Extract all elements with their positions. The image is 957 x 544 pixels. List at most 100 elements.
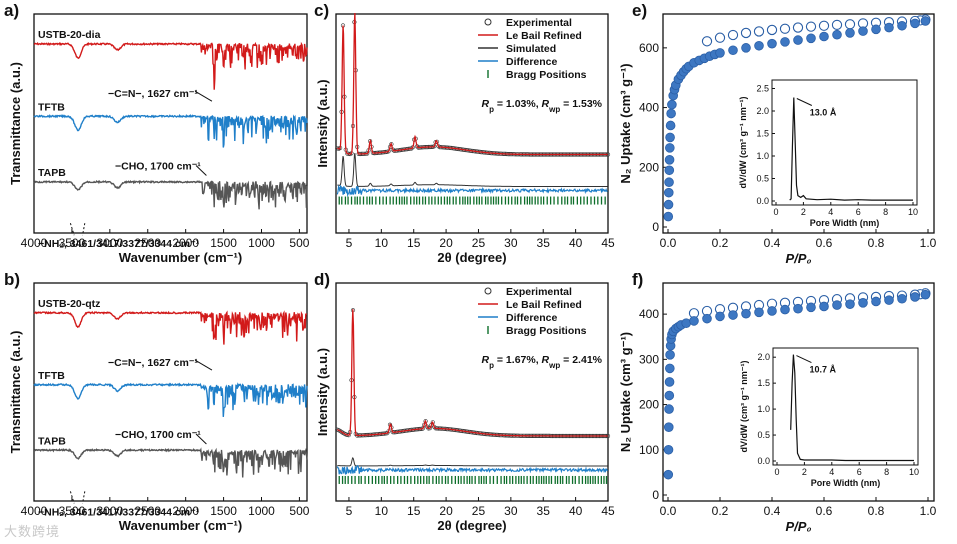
inset-x-tick-label: 8 bbox=[883, 207, 888, 217]
adsorption-point bbox=[920, 16, 931, 26]
x-tick-label: 40 bbox=[569, 504, 583, 518]
inset-y-tick-label: 1.5 bbox=[756, 129, 769, 139]
adsorption-point bbox=[664, 155, 675, 165]
inset-peak-label: 10.7 Å bbox=[809, 365, 836, 375]
adsorption-point bbox=[666, 108, 676, 119]
desorption-point bbox=[740, 27, 752, 39]
adsorption-point bbox=[884, 22, 894, 33]
desorption-point bbox=[714, 32, 726, 43]
y-tick-label: 200 bbox=[639, 160, 659, 174]
panel-label: d) bbox=[314, 270, 330, 289]
series-label: TAPB bbox=[38, 435, 66, 447]
x-tick-label: 2500 bbox=[134, 504, 161, 518]
iso-frame-f bbox=[662, 282, 935, 502]
adsorption-point bbox=[741, 43, 751, 53]
x-tick-label: 45 bbox=[601, 236, 615, 250]
series-label: TFTB bbox=[38, 102, 65, 114]
adsorption-point bbox=[910, 292, 920, 302]
inset-y-tick-label: 1.5 bbox=[757, 378, 770, 388]
inset-y-tick-label: 1.0 bbox=[757, 404, 770, 414]
y-axis-label: N₂ Uptake (cm³ g⁻¹) bbox=[618, 63, 633, 183]
adsorption-point bbox=[897, 20, 907, 31]
x-axis-label: Wavenumber (cm⁻¹) bbox=[119, 250, 242, 265]
adsorption-point bbox=[858, 298, 868, 308]
adsorption-point bbox=[664, 377, 675, 387]
adsorption-point bbox=[819, 31, 829, 42]
legend-label: Experimental bbox=[506, 17, 572, 29]
x-axis-label: P/P₀ bbox=[785, 519, 811, 534]
simulated-line bbox=[337, 456, 608, 467]
x-tick-label: 1500 bbox=[210, 504, 237, 518]
simulated-line bbox=[337, 152, 608, 187]
x-tick-label: 10 bbox=[375, 504, 389, 518]
legend-label: Le Bail Refined bbox=[506, 299, 582, 311]
adsorption-point bbox=[663, 199, 674, 210]
inset-x-tick-label: 4 bbox=[829, 467, 834, 477]
x-tick-label: 1.0 bbox=[920, 236, 937, 250]
series-line-TAPB bbox=[33, 179, 308, 210]
y-axis-label: Intensity (a.u.) bbox=[315, 79, 330, 167]
annotation-arrow bbox=[194, 359, 213, 371]
y-tick-label: 200 bbox=[639, 398, 659, 412]
adsorption-point bbox=[728, 310, 738, 320]
x-tick-label: 0.0 bbox=[660, 236, 677, 250]
inset-x-tick-label: 6 bbox=[857, 467, 862, 477]
adsorption-point bbox=[920, 289, 931, 300]
adsorption-point bbox=[845, 299, 855, 309]
x-tick-label: 1500 bbox=[210, 236, 237, 250]
y-tick-label: 300 bbox=[639, 352, 659, 366]
desorption-point bbox=[844, 19, 856, 30]
ir-frame-a bbox=[33, 13, 308, 234]
inset-x-tick-label: 0 bbox=[773, 207, 778, 217]
adsorption-point bbox=[845, 28, 855, 38]
refinement-stats: Rp = 1.03%, Rwp = 1.53% bbox=[481, 98, 602, 114]
x-tick-label: 4000 bbox=[21, 504, 48, 518]
inset-peak-label: 13.0 Å bbox=[810, 108, 837, 118]
inset-x-tick-label: 6 bbox=[856, 207, 861, 217]
annotation-cho: −CHO, 1700 cm⁻¹ bbox=[115, 429, 201, 441]
desorption-point bbox=[831, 19, 843, 31]
series-label: TAPB bbox=[38, 167, 66, 179]
x-tick-label: 2000 bbox=[172, 236, 199, 250]
x-tick-label: 3500 bbox=[59, 236, 86, 250]
desorption-point bbox=[818, 20, 830, 31]
series-line-USTB-20-dia bbox=[33, 41, 308, 90]
x-tick-label: 1000 bbox=[248, 236, 275, 250]
adsorption-point bbox=[871, 24, 881, 35]
x-tick-label: 1.0 bbox=[920, 504, 937, 518]
adsorption-point bbox=[780, 37, 790, 47]
inset-y-tick-label: 2.0 bbox=[756, 106, 769, 116]
panel-label: b) bbox=[4, 270, 20, 289]
adsorption-point bbox=[767, 38, 777, 49]
annotation-arrow bbox=[194, 90, 213, 102]
legend-label: Difference bbox=[506, 56, 558, 68]
adsorption-point bbox=[806, 302, 816, 313]
legend-label: Bragg Positions bbox=[506, 325, 587, 337]
y-axis-label: Transmittance (a.u.) bbox=[8, 62, 23, 185]
legend-label: Le Bail Refined bbox=[506, 30, 582, 42]
desorption-point bbox=[727, 29, 739, 41]
adsorption-point bbox=[664, 390, 675, 401]
inset-y-tick-label: 2.0 bbox=[757, 352, 770, 362]
legend-marker bbox=[484, 287, 492, 295]
legend-marker bbox=[484, 18, 492, 26]
inset-peak-arrow bbox=[796, 98, 813, 106]
inset-y-tick-label: 1.0 bbox=[756, 151, 769, 161]
x-tick-label: 30 bbox=[504, 504, 518, 518]
series-line-TAPB bbox=[33, 447, 308, 478]
x-tick-label: 500 bbox=[289, 504, 309, 518]
adsorption-point bbox=[665, 350, 675, 360]
x-tick-label: 0.0 bbox=[660, 504, 677, 518]
x-tick-label: 15 bbox=[407, 504, 421, 518]
adsorption-point bbox=[780, 304, 790, 315]
adsorption-point bbox=[897, 293, 907, 304]
inset-x-tick-label: 10 bbox=[909, 467, 919, 477]
adsorption-point bbox=[664, 165, 675, 176]
y-axis-label: N₂ Uptake (cm³ g⁻¹) bbox=[618, 332, 633, 452]
inset-y-tick-label: 0.0 bbox=[757, 456, 770, 466]
le-bail-refined-line bbox=[337, 12, 608, 156]
adsorption-point bbox=[754, 307, 764, 318]
x-tick-label: 20 bbox=[439, 236, 453, 250]
series-line-TFTB bbox=[33, 382, 308, 417]
x-tick-label: 0.8 bbox=[868, 236, 885, 250]
